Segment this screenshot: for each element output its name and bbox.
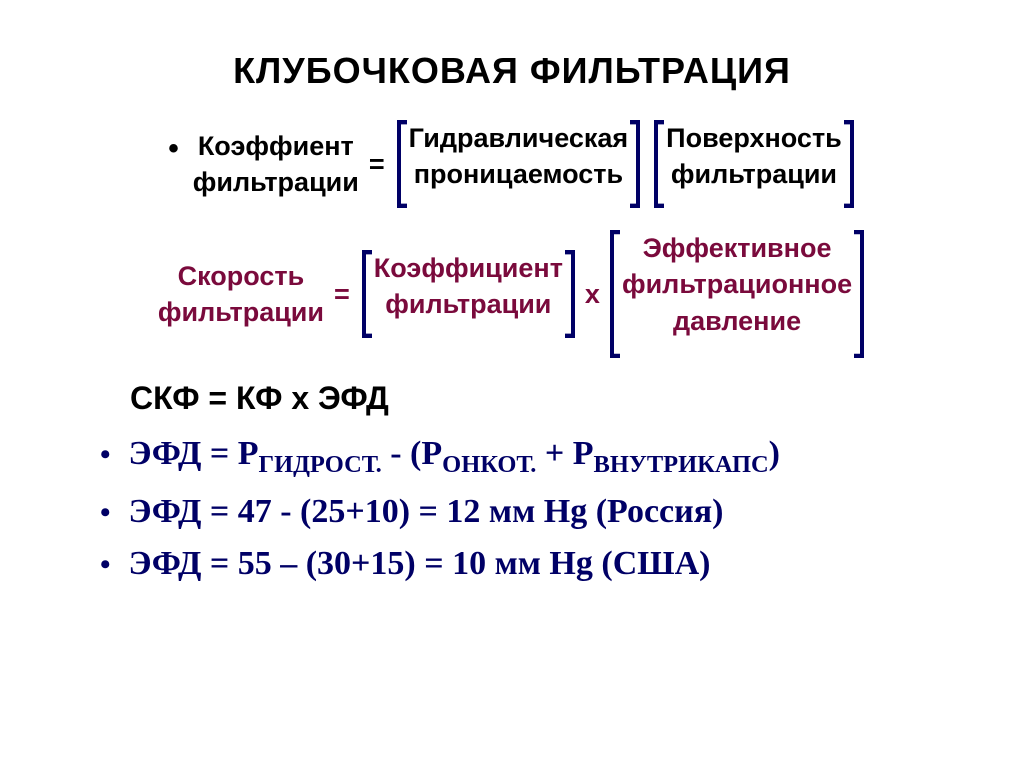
- row2-right-bracket: Эффективное фильтрационное давление: [608, 230, 866, 358]
- row2-right: Эффективное фильтрационное давление: [622, 230, 852, 358]
- equation-row-1: Коэффиент фильтрации = Гидравлическая пр…: [60, 120, 964, 208]
- row2-mid-bracket: Коэффициент фильтрации: [360, 250, 577, 338]
- equals-sign: =: [324, 279, 360, 310]
- row1-left: Коэффиент фильтрации: [193, 128, 359, 201]
- equation-row-2: Скорость фильтрации = Коэффициент фильтр…: [60, 230, 964, 358]
- slide-title: КЛУБОЧКОВАЯ ФИЛЬТРАЦИЯ: [60, 50, 964, 92]
- row1-right-bracket: Поверхность фильтрации: [652, 120, 856, 208]
- bullet-list: ЭФД = РГИДРОСТ. - (РОНКОТ. + РВНУТРИКАПС…: [100, 435, 964, 583]
- bullet-efd-russia: ЭФД = 47 - (25+10) = 12 мм Hg (Россия): [100, 493, 964, 531]
- row2-left: Скорость фильтрации: [158, 258, 324, 331]
- row1-mid: Гидравлическая проницаемость: [409, 120, 629, 208]
- equals-sign: =: [359, 149, 395, 180]
- row1-right: Поверхность фильтрации: [666, 120, 842, 208]
- row2-mid: Коэффициент фильтрации: [374, 250, 563, 338]
- row1-mid-bracket: Гидравлическая проницаемость: [395, 120, 643, 208]
- bullet-efd-formula: ЭФД = РГИДРОСТ. - (РОНКОТ. + РВНУТРИКАПС…: [100, 435, 964, 479]
- short-formula: СКФ = КФ х ЭФД: [130, 380, 964, 417]
- bullet-efd-usa: ЭФД = 55 – (30+15) = 10 мм Hg (США): [100, 545, 964, 583]
- multiply-sign: х: [577, 279, 608, 310]
